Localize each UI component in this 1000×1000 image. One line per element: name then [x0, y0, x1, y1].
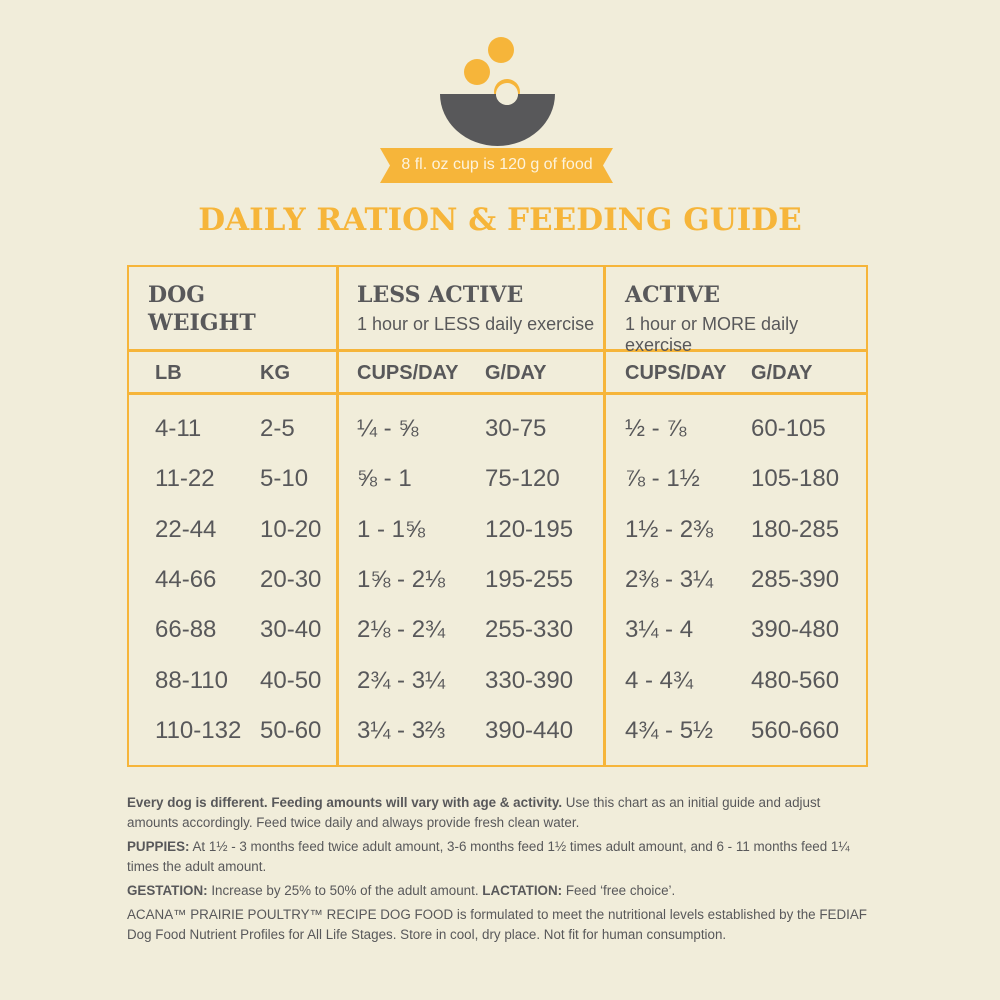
- table-cell: 30-75: [485, 415, 547, 442]
- table-cell: 1½ - 2⅜: [625, 515, 714, 543]
- column-header: KG: [260, 362, 290, 384]
- table-cell: 10-20: [260, 515, 322, 543]
- column-header: CUPS/DAY: [625, 362, 727, 384]
- table-cell: 120-195: [485, 515, 574, 543]
- table-cell: 5-10: [260, 465, 309, 493]
- table-cell: 2-5: [260, 415, 295, 442]
- food-kibble: [488, 37, 514, 63]
- table-cell: 2¾ - 3¼: [357, 666, 446, 694]
- table-cell: 105-180: [751, 465, 840, 493]
- table-cell: 1⅝ - 2⅛: [357, 565, 446, 593]
- table-cell: 1 - 1⅝: [357, 515, 426, 543]
- table-cell: 4 - 4¾: [625, 666, 694, 694]
- column-header: LB: [155, 362, 182, 384]
- table-cell: 75-120: [485, 465, 560, 493]
- group-title: DOG: [148, 282, 206, 308]
- note-bold: Every dog is different. Feeding amounts …: [127, 795, 563, 810]
- table-cell: ⅝ - 1: [357, 465, 412, 493]
- food-kibble: [464, 59, 490, 85]
- table-cell: 2⅜ - 3¼: [625, 565, 714, 593]
- table-cell: 30-40: [260, 616, 322, 644]
- table-cell: ¼ - ⅝: [357, 415, 419, 442]
- table-cell: 40-50: [260, 666, 322, 694]
- group-title: WEIGHT: [148, 310, 256, 336]
- feeding-notes: Every dog is different. Feeding amounts …: [127, 793, 872, 949]
- table-cell: ½ - ⅞: [625, 415, 687, 442]
- table-cell: 50-60: [260, 716, 322, 744]
- group-header-less-active: LESS ACTIVE: [357, 282, 524, 308]
- note-text: Use this chart as an initial guide and a…: [127, 795, 821, 830]
- table-cell: 560-660: [751, 716, 840, 744]
- table-cell: 88-110: [155, 666, 228, 694]
- table-cell: 480-560: [751, 666, 840, 694]
- note-bold: GESTATION:: [127, 883, 208, 898]
- note-gestation: GESTATION: Increase by 25% to 50% of the…: [127, 881, 872, 901]
- table-cell: 390-440: [485, 716, 574, 744]
- table-cell: 60-105: [751, 415, 826, 442]
- table-cell: 3¼ - 3⅔: [357, 716, 446, 744]
- note-bold: LACTATION:: [482, 883, 563, 898]
- table-cell: 285-390: [751, 565, 840, 593]
- bowl: [440, 94, 555, 146]
- table-cell: 3¼ - 4: [625, 616, 694, 644]
- note-bold: PUPPIES:: [127, 839, 190, 854]
- table-cell: 110-132: [155, 716, 242, 744]
- note-formulation: ACANA™ PRAIRIE POULTRY™ RECIPE DOG FOOD …: [127, 907, 867, 942]
- table-cell: 180-285: [751, 515, 840, 543]
- page-title: DAILY RATION & FEEDING GUIDE: [198, 202, 802, 238]
- divider: [336, 267, 339, 765]
- table-cell: 11-22: [155, 465, 215, 493]
- feeding-table: DOG WEIGHT LESS ACTIVE 1 hour or LESS da…: [127, 265, 868, 767]
- note-text: At 1½ - 3 months feed twice adult amount…: [127, 839, 850, 874]
- divider: [603, 267, 606, 765]
- table-cell: 20-30: [260, 565, 322, 593]
- column-header: CUPS/DAY: [357, 362, 459, 384]
- table-cell: 44-66: [155, 565, 217, 593]
- ribbon-text: 8 fl. oz cup is 120 g of food: [401, 156, 593, 173]
- group-header-dog-weight: DOG WEIGHT: [148, 281, 256, 337]
- table-cell: 195-255: [485, 565, 574, 593]
- note-text: Feed ‘free choice’.: [562, 883, 676, 898]
- table-cell: 66-88: [155, 616, 217, 644]
- bowl-with-food-icon: [380, 37, 613, 183]
- table-cell: ⅞ - 1½: [625, 465, 700, 493]
- ribbon-banner: [380, 148, 613, 183]
- table-cell: 255-330: [485, 616, 574, 644]
- table-cell: 4¾ - 5½: [625, 716, 714, 744]
- group-subtitle: 1 hour or LESS daily exercise: [357, 314, 595, 334]
- group-subtitle: 1 hour or MORE daily exercise: [625, 314, 799, 355]
- note-text: Increase by 25% to 50% of the adult amou…: [207, 883, 483, 898]
- column-header: G/DAY: [485, 362, 547, 384]
- note-puppies: PUPPIES: At 1½ - 3 months feed twice adu…: [127, 837, 872, 877]
- divider: [129, 349, 866, 352]
- column-header: G/DAY: [751, 362, 813, 384]
- divider: [129, 392, 866, 395]
- table-cell: 4-11: [155, 415, 202, 442]
- group-header-active: ACTIVE: [625, 282, 721, 308]
- table-cell: 2⅛ - 2¾: [357, 616, 446, 644]
- table-cell: 22-44: [155, 515, 217, 543]
- note-general: Every dog is different. Feeding amounts …: [127, 793, 872, 833]
- table-cell: 330-390: [485, 666, 574, 694]
- table-cell: 390-480: [751, 616, 840, 644]
